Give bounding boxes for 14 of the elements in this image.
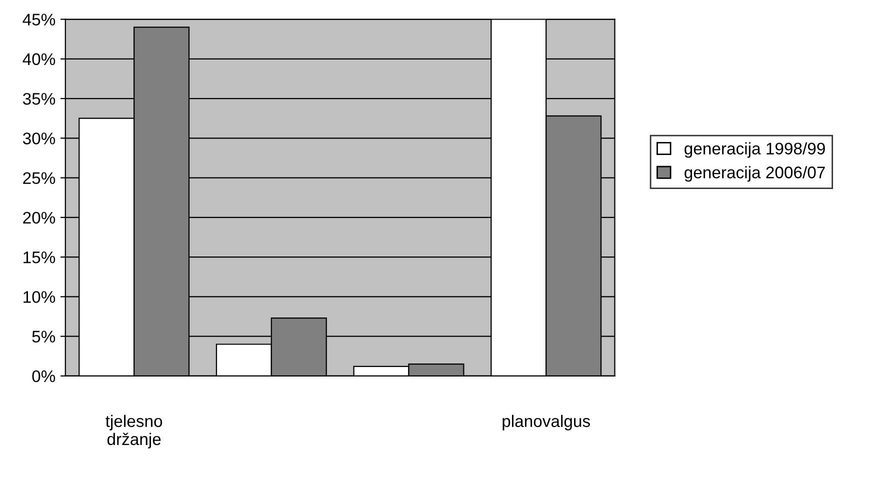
y-tick-label: 30%	[22, 132, 56, 144]
y-tick-label: 5%	[32, 330, 56, 343]
y-tick-label: 0%	[32, 370, 56, 382]
x-tick-label: planovalgus	[502, 414, 590, 430]
x-tick-label: tjelesno držanje	[106, 414, 162, 448]
legend-label: generacija 1998/99	[684, 142, 825, 158]
y-tick-label: 15%	[24, 252, 56, 264]
y-tick-label: 40%	[22, 53, 56, 66]
y-tick-label: 35%	[22, 92, 56, 105]
y-tick-label: 45%	[22, 14, 56, 26]
y-tick-label: 20%	[23, 212, 56, 224]
y-tick-label: 25%	[23, 172, 56, 184]
legend-label: generacija 2006/07	[684, 166, 825, 182]
y-tick-label: 10%	[24, 291, 56, 303]
